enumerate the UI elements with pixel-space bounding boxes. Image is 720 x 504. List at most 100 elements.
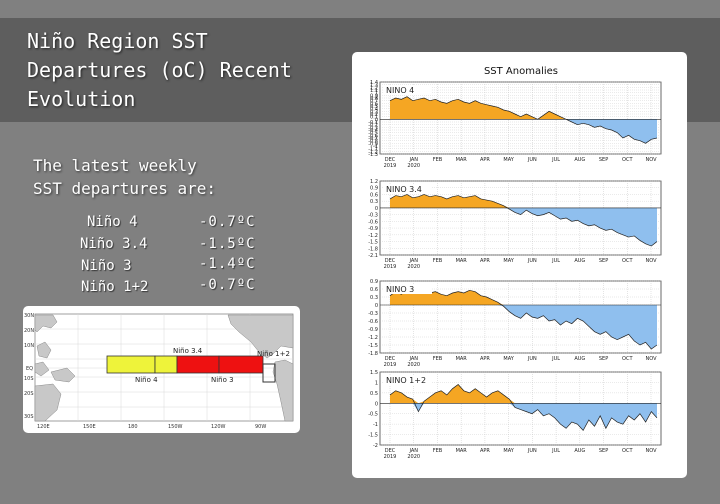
x-tick-label: SEP (599, 356, 608, 362)
y-tick-label: -1.3 (368, 152, 378, 158)
lat-label: 20S (24, 391, 34, 397)
y-tick-label: -0.3 (368, 213, 378, 219)
negative-anomaly-area (390, 403, 657, 431)
x-tick-label: AUG (574, 356, 585, 362)
panel-label-bg (384, 85, 432, 95)
x-tick-label: AUG (574, 157, 585, 163)
panel-label-bg (384, 284, 432, 294)
x-tick-label: APR (480, 356, 490, 362)
x-tick-year: 2020 (407, 454, 420, 460)
y-tick-label: -0.6 (368, 219, 378, 225)
x-tick-label: FEB (433, 157, 443, 163)
x-tick-label: FEB (433, 258, 443, 264)
nino4-east-box (154, 355, 178, 374)
x-tick-label: OCT (622, 157, 633, 163)
north-america-land (227, 314, 294, 359)
x-tick-label: DEC (385, 157, 396, 163)
x-tick-label: MAY (503, 258, 514, 264)
sst-anomalies-chart: SST Anomalies 1.4 1.3 1.2 1.1 1 0.9 0.8 0.7 0.6 0… (352, 52, 687, 478)
x-tick-label: SEP (599, 258, 608, 264)
x-tick-label: APR (480, 448, 490, 454)
y-tick-label: -1 (373, 422, 378, 428)
borneo-land (34, 361, 50, 377)
y-tick-label: -0.9 (368, 226, 378, 232)
x-tick-label: JAN (408, 448, 418, 454)
subtitle-line: SST departures are: (33, 179, 217, 198)
panel-label-bg (384, 184, 432, 194)
new-guinea-land (50, 367, 76, 383)
x-tick-label: OCT (622, 448, 633, 454)
x-tick-year: 2020 (407, 362, 420, 368)
sst-panel: 0.9 0.6 0.3 0 -0.3 -0.6 -0.9 -1.2 -1.5 -1.8 NINO 3… (368, 279, 662, 368)
y-tick-label: -1.5 (368, 240, 378, 246)
x-tick-label: APR (480, 258, 490, 264)
y-tick-label: -0.6 (368, 133, 378, 139)
nino4-map-label: Niño 4 (135, 376, 158, 384)
x-tick-label: APR (480, 157, 490, 163)
region-value-nino12: -0.7ºC (199, 277, 256, 293)
x-tick-label: JUL (551, 157, 560, 163)
positive-anomaly-area (390, 289, 657, 305)
lon-label: 120E (37, 424, 50, 430)
y-tick-label: 0.5 (370, 104, 378, 110)
y-tick-label: -0.5 (368, 412, 378, 418)
x-tick-year: 2020 (407, 264, 420, 270)
x-tick-label: JUN (527, 448, 537, 454)
lon-label: 90W (255, 424, 266, 430)
region-value-nino34: -1.5ºC (199, 236, 256, 252)
y-tick-label: 1 (375, 380, 378, 386)
lat-label: 30N (24, 313, 34, 319)
lat-label: 10S (24, 376, 34, 382)
nino3-map-label: Niño 3 (211, 376, 234, 384)
x-tick-label: JUL (551, 448, 560, 454)
y-tick-label: 1 (375, 91, 378, 97)
lon-label: 150W (168, 424, 183, 430)
anomaly-line (389, 96, 658, 144)
y-tick-label: 1.2 (370, 85, 378, 91)
lon-label: 120W (211, 424, 226, 430)
y-tick-label: 0.3 (370, 109, 378, 115)
lat-label: 10N (24, 343, 34, 349)
y-tick-label: -1.2 (368, 335, 378, 341)
y-tick-label: -0.9 (368, 141, 378, 147)
y-tick-label: -2 (373, 443, 378, 449)
nino3-box (218, 355, 264, 374)
y-tick-label: -1 (373, 144, 378, 150)
panel-label-bg (384, 375, 432, 385)
map-svg: Niño 3.4 Niño 4 Niño 3 Niño 1+2 30N 20N … (24, 313, 294, 430)
x-tick-label: FEB (433, 356, 443, 362)
x-tick-label: MAR (456, 157, 468, 163)
y-tick-label: -2.1 (368, 253, 378, 259)
y-tick-label: 0.6 (370, 192, 378, 198)
y-tick-label: 0.2 (370, 112, 378, 118)
x-tick-label: MAR (456, 448, 468, 454)
x-tick-label: JAN (408, 356, 418, 362)
nino-regions-map: Niño 3.4 Niño 4 Niño 3 Niño 1+2 30N 20N … (23, 306, 300, 433)
positive-anomaly-area (390, 384, 657, 404)
x-tick-label: OCT (622, 258, 633, 264)
anomaly-line (389, 194, 658, 247)
y-tick-label: 1.4 (370, 80, 378, 86)
nino34-box (176, 355, 220, 374)
x-tick-year: 2019 (384, 454, 397, 460)
nino12-box (262, 363, 276, 383)
x-tick-label: FEB (433, 448, 443, 454)
title-line: Niño Region SST (27, 29, 208, 53)
chart-title: SST Anomalies (484, 66, 558, 77)
panel-label: NINO 3 (386, 285, 414, 294)
y-tick-label: -1.8 (368, 246, 378, 252)
x-tick-label: MAR (456, 356, 468, 362)
x-tick-label: JUN (527, 356, 537, 362)
negative-anomaly-area (390, 119, 657, 144)
lat-label: EQ (26, 366, 33, 372)
x-tick-label: NOV (645, 157, 657, 163)
x-tick-year: 2019 (384, 264, 397, 270)
region-name-nino34: Niño 3.4 (80, 236, 148, 252)
anomaly-line (389, 384, 658, 431)
y-tick-label: -0.9 (368, 327, 378, 333)
negative-anomaly-area (390, 207, 657, 247)
y-tick-label: 0.3 (370, 295, 378, 301)
x-tick-label: NOV (645, 258, 657, 264)
y-tick-label: -1.8 (368, 351, 378, 357)
y-tick-label: 1.1 (370, 88, 378, 94)
